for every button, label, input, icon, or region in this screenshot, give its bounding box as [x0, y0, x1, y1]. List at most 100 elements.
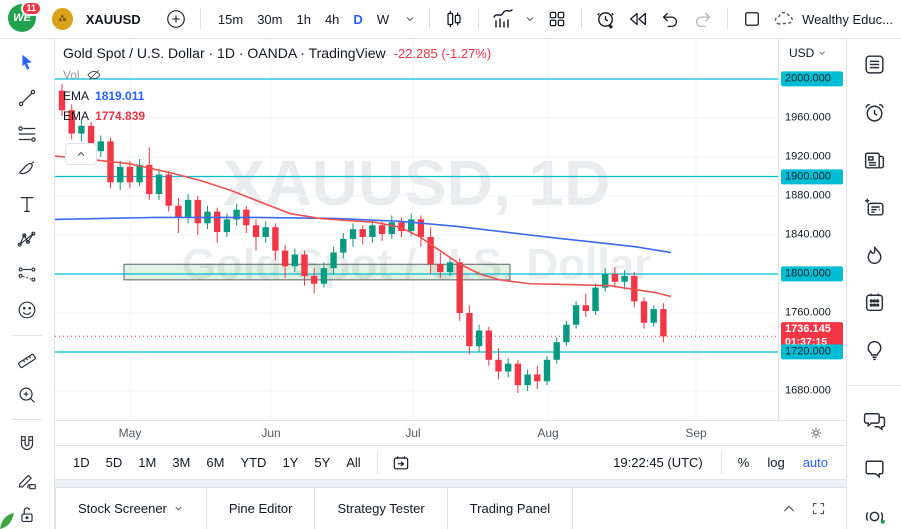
candle-body — [214, 211, 221, 233]
price-axis-label[interactable]: 2000.000 — [781, 71, 843, 87]
streams-button[interactable] — [859, 503, 889, 529]
tab-strategy-tester[interactable]: Strategy Tester — [315, 488, 448, 529]
public-chats-button[interactable] — [859, 408, 889, 434]
bar-replay-button[interactable] — [624, 4, 652, 34]
indicator-templates-button[interactable] — [521, 4, 538, 34]
trend-line-tool-button[interactable] — [10, 84, 44, 112]
go-to-date-button[interactable] — [386, 448, 416, 478]
fullscreen-icon[interactable] — [811, 501, 826, 516]
price-axis-label[interactable]: 1720.000 — [781, 344, 843, 360]
alerts-button[interactable] — [859, 100, 889, 126]
brush-tool-button[interactable] — [10, 155, 44, 183]
candle-body — [611, 274, 619, 282]
chevron-down-icon — [819, 51, 826, 55]
streams-icon — [865, 511, 885, 524]
interval-button-D[interactable]: D — [346, 8, 369, 31]
emoji-tool-button[interactable] — [10, 296, 44, 324]
magnet-mode-button[interactable] — [10, 430, 44, 458]
text-tool-button[interactable] — [10, 190, 44, 218]
ema-legend-row[interactable]: EMA 1819.011 — [63, 89, 491, 103]
gear-icon[interactable] — [808, 425, 824, 441]
drawing-mode-lock-button[interactable] — [10, 465, 44, 493]
multichart-layout-button[interactable] — [542, 4, 570, 34]
interval-menu-button[interactable] — [400, 4, 419, 34]
ema-blue-line[interactable] — [55, 216, 672, 254]
ema-legend-row[interactable]: EMA 1774.839 — [63, 109, 491, 123]
symbol-logo-icon — [52, 8, 73, 30]
ema-label: EMA — [63, 109, 90, 123]
range-button-3M[interactable]: 3M — [164, 451, 198, 474]
watchlist-button[interactable] — [859, 52, 889, 78]
xabcd-pattern-tool-button[interactable] — [10, 226, 44, 254]
compare-add-button[interactable] — [162, 4, 190, 34]
cursor-tool-button[interactable] — [10, 49, 44, 77]
undo-button[interactable] — [656, 4, 684, 34]
chart-style-button[interactable] — [440, 4, 468, 34]
news-button[interactable] — [859, 147, 889, 173]
clock-utc[interactable]: 19:22:45 (UTC) — [613, 455, 703, 470]
private-chat-button[interactable] — [859, 456, 889, 482]
interval-button-1h[interactable]: 1h — [289, 8, 317, 31]
candle-body — [340, 238, 347, 253]
emoji-icon — [18, 301, 36, 319]
candle-body — [87, 125, 95, 152]
layout-name[interactable]: Wealthy Educ... — [802, 11, 893, 27]
price-axis-label[interactable]: 1900.000 — [781, 168, 843, 185]
volume-legend-row[interactable]: Vol — [63, 67, 491, 83]
price-axis-currency[interactable]: USD — [789, 46, 827, 60]
text-icon — [20, 197, 34, 213]
hotlists-button[interactable] — [859, 242, 889, 268]
create-alert-button[interactable] — [592, 4, 620, 34]
forecast-tool-button[interactable] — [10, 261, 44, 289]
xabcd-pattern-icon — [17, 231, 36, 247]
interval-button-W[interactable]: W — [370, 8, 396, 31]
tab-trading-panel[interactable]: Trading Panel — [447, 488, 574, 529]
cloud-save-button[interactable] — [770, 4, 798, 34]
tab-pine-editor[interactable]: Pine Editor — [206, 488, 316, 529]
chart-plot-area[interactable]: XAUUSD, 1D Gold Spot / U.S. Dollar Gold … — [55, 39, 778, 420]
tab-stock-screener[interactable]: Stock Screener — [55, 488, 207, 529]
interval-button-30m[interactable]: 30m — [250, 8, 289, 31]
range-button-YTD[interactable]: YTD — [232, 451, 274, 474]
user-menu-button[interactable]: WE 11 — [8, 1, 43, 34]
candlestick-chart[interactable] — [55, 39, 778, 420]
fib-retracement-tool-button[interactable] — [10, 120, 44, 148]
candle-body — [592, 287, 599, 312]
candle-body — [485, 330, 492, 360]
range-button-1M[interactable]: 1M — [130, 451, 164, 474]
range-button-5Y[interactable]: 5Y — [306, 451, 338, 474]
candle-body — [311, 275, 318, 284]
percent-scale-button[interactable]: % — [730, 451, 758, 474]
range-button-1D[interactable]: 1D — [65, 451, 98, 474]
legend-collapse-button[interactable] — [65, 143, 97, 165]
range-button-All[interactable]: All — [338, 451, 368, 474]
time-axis[interactable]: May Jun Jul Aug Sep — [55, 421, 846, 446]
ideas-button[interactable] — [859, 338, 889, 364]
calendar-button[interactable] — [859, 290, 889, 316]
price-axis-label[interactable]: 1800.000 — [781, 266, 843, 282]
range-button-1Y[interactable]: 1Y — [274, 451, 306, 474]
interval-button-15m[interactable]: 15m — [211, 8, 250, 31]
lock-all-drawings-button[interactable] — [10, 501, 44, 529]
redo-button[interactable] — [688, 4, 716, 34]
symbol-search-button[interactable]: XAUUSD — [79, 8, 148, 31]
measure-tool-button[interactable] — [10, 345, 44, 373]
indicators-button[interactable] — [489, 4, 517, 34]
candle-body — [165, 174, 172, 206]
price-axis[interactable]: USD 2000.000 1960.000 1920.000 1900.000 1880… — [778, 39, 846, 420]
legend-title-row[interactable]: Gold Spot / U.S. Dollar · 1D · OANDA · T… — [63, 45, 491, 61]
range-button-5D[interactable]: 5D — [98, 451, 131, 474]
top-toolbar: WE 11 XAUUSD 15m 30m 1h 4h D W — [0, 0, 901, 39]
ema-red-line[interactable] — [55, 155, 672, 298]
log-scale-button[interactable]: log — [759, 451, 792, 474]
eye-hidden-icon[interactable] — [86, 67, 102, 83]
layout-square-icon-button[interactable] — [738, 4, 766, 34]
tab-label: Pine Editor — [228, 501, 293, 516]
range-button-6M[interactable]: 6M — [198, 451, 232, 474]
candle-body — [408, 219, 415, 232]
interval-button-4h[interactable]: 4h — [318, 8, 346, 31]
auto-scale-button[interactable]: auto — [795, 451, 836, 474]
data-window-button[interactable] — [859, 195, 889, 221]
panel-expand-icon[interactable] — [781, 501, 797, 517]
zoom-in-tool-button[interactable] — [10, 381, 44, 409]
